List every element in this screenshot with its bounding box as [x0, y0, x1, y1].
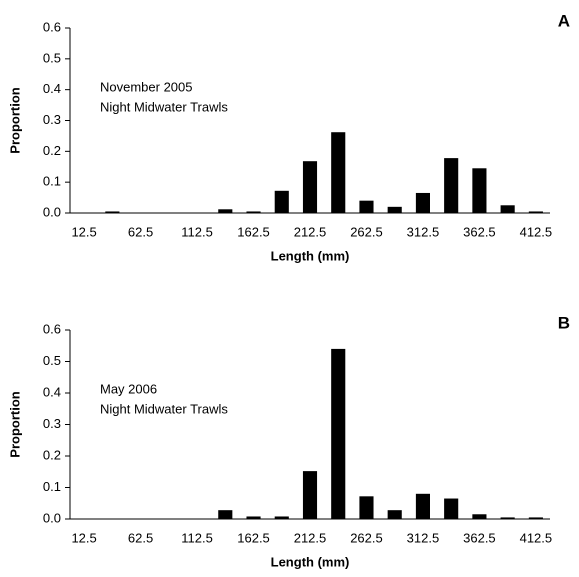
- panel-label: B: [558, 313, 570, 332]
- bar: [105, 211, 120, 213]
- y-tick-label: 0.1: [43, 479, 61, 494]
- bar: [415, 493, 430, 519]
- bar: [472, 514, 487, 519]
- x-tick-label: 312.5: [407, 224, 440, 239]
- y-tick-label: 0.5: [43, 353, 61, 368]
- bar: [444, 498, 459, 519]
- bar: [218, 209, 233, 213]
- annotation: May 2006: [100, 381, 157, 396]
- x-tick-label: 412.5: [520, 530, 553, 545]
- y-tick-label: 0.1: [43, 174, 61, 189]
- y-tick-label: 0.6: [43, 321, 61, 336]
- panel-label: A: [558, 11, 570, 30]
- annotation: November 2005: [100, 79, 193, 94]
- x-tick-label: 112.5: [181, 530, 213, 545]
- x-tick-label: 362.5: [463, 530, 496, 545]
- bar: [302, 161, 318, 213]
- y-tick-label: 0.4: [43, 384, 61, 399]
- x-tick-label: 312.5: [407, 530, 440, 545]
- y-tick-label: 0.2: [43, 143, 61, 158]
- bar: [359, 496, 374, 519]
- x-tick-label: 212.5: [294, 224, 327, 239]
- x-tick-label: 212.5: [294, 530, 327, 545]
- bar: [246, 516, 261, 519]
- x-tick-label: 412.5: [520, 224, 553, 239]
- bar: [500, 517, 515, 519]
- bar: [274, 516, 289, 519]
- bar: [387, 510, 402, 519]
- y-tick-label: 0.2: [43, 447, 61, 462]
- bar: [500, 205, 515, 213]
- x-axis-label: Length (mm): [271, 554, 350, 569]
- y-axis-label: Proportion: [7, 87, 22, 153]
- x-tick-label: 362.5: [463, 224, 496, 239]
- x-tick-label: 12.5: [71, 530, 96, 545]
- x-tick-label: 62.5: [128, 530, 153, 545]
- bar: [528, 211, 543, 213]
- bar: [274, 190, 289, 213]
- bar: [444, 158, 459, 213]
- bar: [415, 192, 430, 213]
- x-tick-label: 62.5: [128, 224, 153, 239]
- bar: [472, 168, 487, 213]
- bar: [331, 132, 346, 213]
- y-tick-label: 0.0: [43, 204, 61, 219]
- bar: [246, 211, 261, 213]
- y-tick-label: 0.6: [43, 19, 61, 34]
- bar: [387, 206, 402, 213]
- bar: [528, 517, 543, 519]
- annotation: Night Midwater Trawls: [100, 401, 228, 416]
- x-tick-label: 262.5: [350, 530, 383, 545]
- bar: [302, 471, 318, 519]
- x-axis-label: Length (mm): [271, 248, 350, 263]
- y-tick-label: 0.4: [43, 81, 61, 96]
- x-tick-label: 162.5: [237, 530, 270, 545]
- y-tick-label: 0.5: [43, 50, 61, 65]
- bar: [359, 200, 374, 213]
- bar: [331, 348, 346, 519]
- x-tick-label: 162.5: [237, 224, 270, 239]
- x-tick-label: 12.5: [71, 224, 96, 239]
- y-tick-label: 0.3: [43, 416, 61, 431]
- y-axis-label: Proportion: [7, 391, 22, 457]
- annotation: Night Midwater Trawls: [100, 99, 228, 114]
- x-tick-label: 112.5: [181, 224, 213, 239]
- y-tick-label: 0.0: [43, 510, 61, 525]
- x-tick-label: 262.5: [350, 224, 383, 239]
- bar: [218, 510, 233, 519]
- y-tick-label: 0.3: [43, 112, 61, 127]
